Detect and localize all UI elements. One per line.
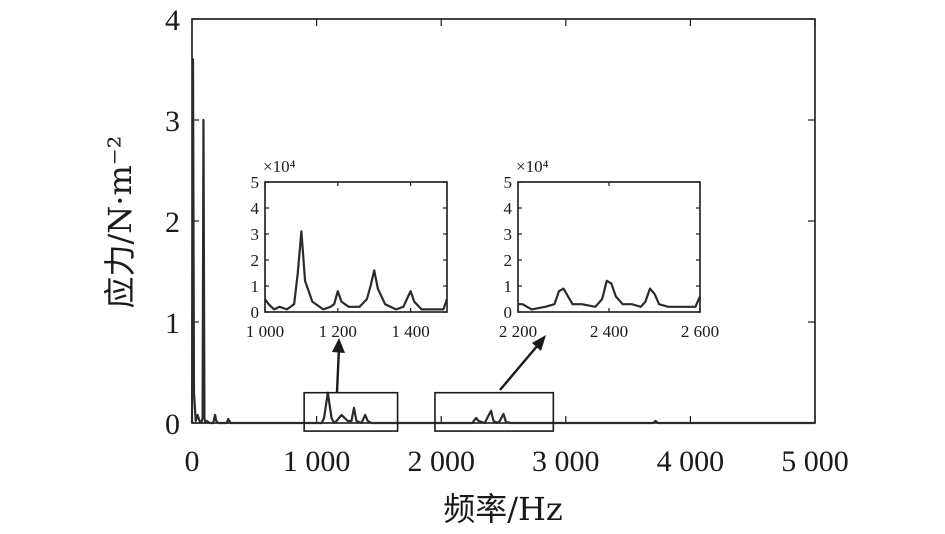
main-series-line (190, 58, 815, 425)
inset2-y-tick-label: 4 (504, 199, 513, 218)
main-x-tick-label: 2 000 (407, 445, 475, 478)
inset2-multiplier: ×10⁴ (516, 157, 549, 176)
inset2-x-tick-label: 2 200 (499, 322, 537, 341)
inset1-y-tick-label: 5 (251, 173, 260, 192)
main-y-tick-label: 2 (165, 206, 180, 239)
inset1-y-tick-label: 2 (251, 251, 260, 270)
main-y-tick-label: 4 (165, 4, 180, 37)
inset2-y-tick-label: 2 (504, 251, 513, 270)
zoom-box-1 (303, 391, 399, 432)
inset1-x-tick-label: 1 400 (391, 322, 429, 341)
y-axis-label: 应力/N·m⁻² (101, 135, 139, 308)
zoom-arrows (332, 335, 546, 393)
inset2-ticks (517, 181, 701, 313)
main-y-tick-label: 1 (165, 307, 180, 340)
main-x-tick-label: 1 000 (283, 445, 351, 478)
main-x-tick-label: 4 000 (657, 445, 725, 478)
inset2-series-line (518, 279, 702, 311)
inset1-series-line (264, 230, 449, 311)
inset2-y-tick-label: 0 (504, 303, 513, 322)
inset1-x-tick-label: 1 000 (246, 322, 284, 341)
inset1-tick-labels: 1 000 1 200 1 400 0 1 2 3 4 5 (246, 173, 430, 341)
main-y-tick-label: 0 (165, 408, 180, 441)
arrow-to-inset2 (499, 344, 539, 391)
arrow-head-inset2 (532, 335, 546, 351)
inset1-ticks (264, 181, 447, 313)
main-y-tick-label: 3 (165, 105, 180, 138)
x-axis-label: 频率/Hz (443, 490, 563, 528)
main-x-tick-label: 3 000 (532, 445, 600, 478)
main-x-tick-label: 0 (185, 445, 200, 478)
inset1-y-tick-label: 0 (251, 303, 260, 322)
inset2-y-tick-label: 3 (504, 225, 513, 244)
inset1-multiplier: ×10⁴ (263, 157, 296, 176)
zoom-box-2 (434, 391, 555, 432)
inset-chart-1: ×10⁴ 1 000 1 200 1 400 0 1 2 3 4 5 (246, 157, 449, 341)
inset-chart-2: ×10⁴ 2 200 2 400 2 600 0 1 2 3 4 5 (499, 157, 719, 341)
inset2-tick-labels: 2 200 2 400 2 600 0 1 2 3 4 5 (499, 173, 719, 341)
inset1-x-tick-label: 1 200 (319, 322, 357, 341)
inset1-y-tick-label: 3 (251, 225, 260, 244)
main-x-tick-label: 5 000 (781, 445, 849, 478)
inset1-frame (264, 181, 448, 313)
zoom-boxes (303, 391, 555, 432)
inset2-y-tick-label: 1 (504, 277, 513, 296)
arrow-head-inset1 (332, 338, 345, 353)
inset2-x-tick-label: 2 600 (681, 322, 719, 341)
inset1-y-tick-label: 1 (251, 277, 260, 296)
inset1-y-tick-label: 4 (251, 199, 260, 218)
arrow-to-inset1 (335, 347, 341, 393)
inset2-y-tick-label: 5 (504, 173, 513, 192)
inset2-x-tick-label: 2 400 (590, 322, 628, 341)
